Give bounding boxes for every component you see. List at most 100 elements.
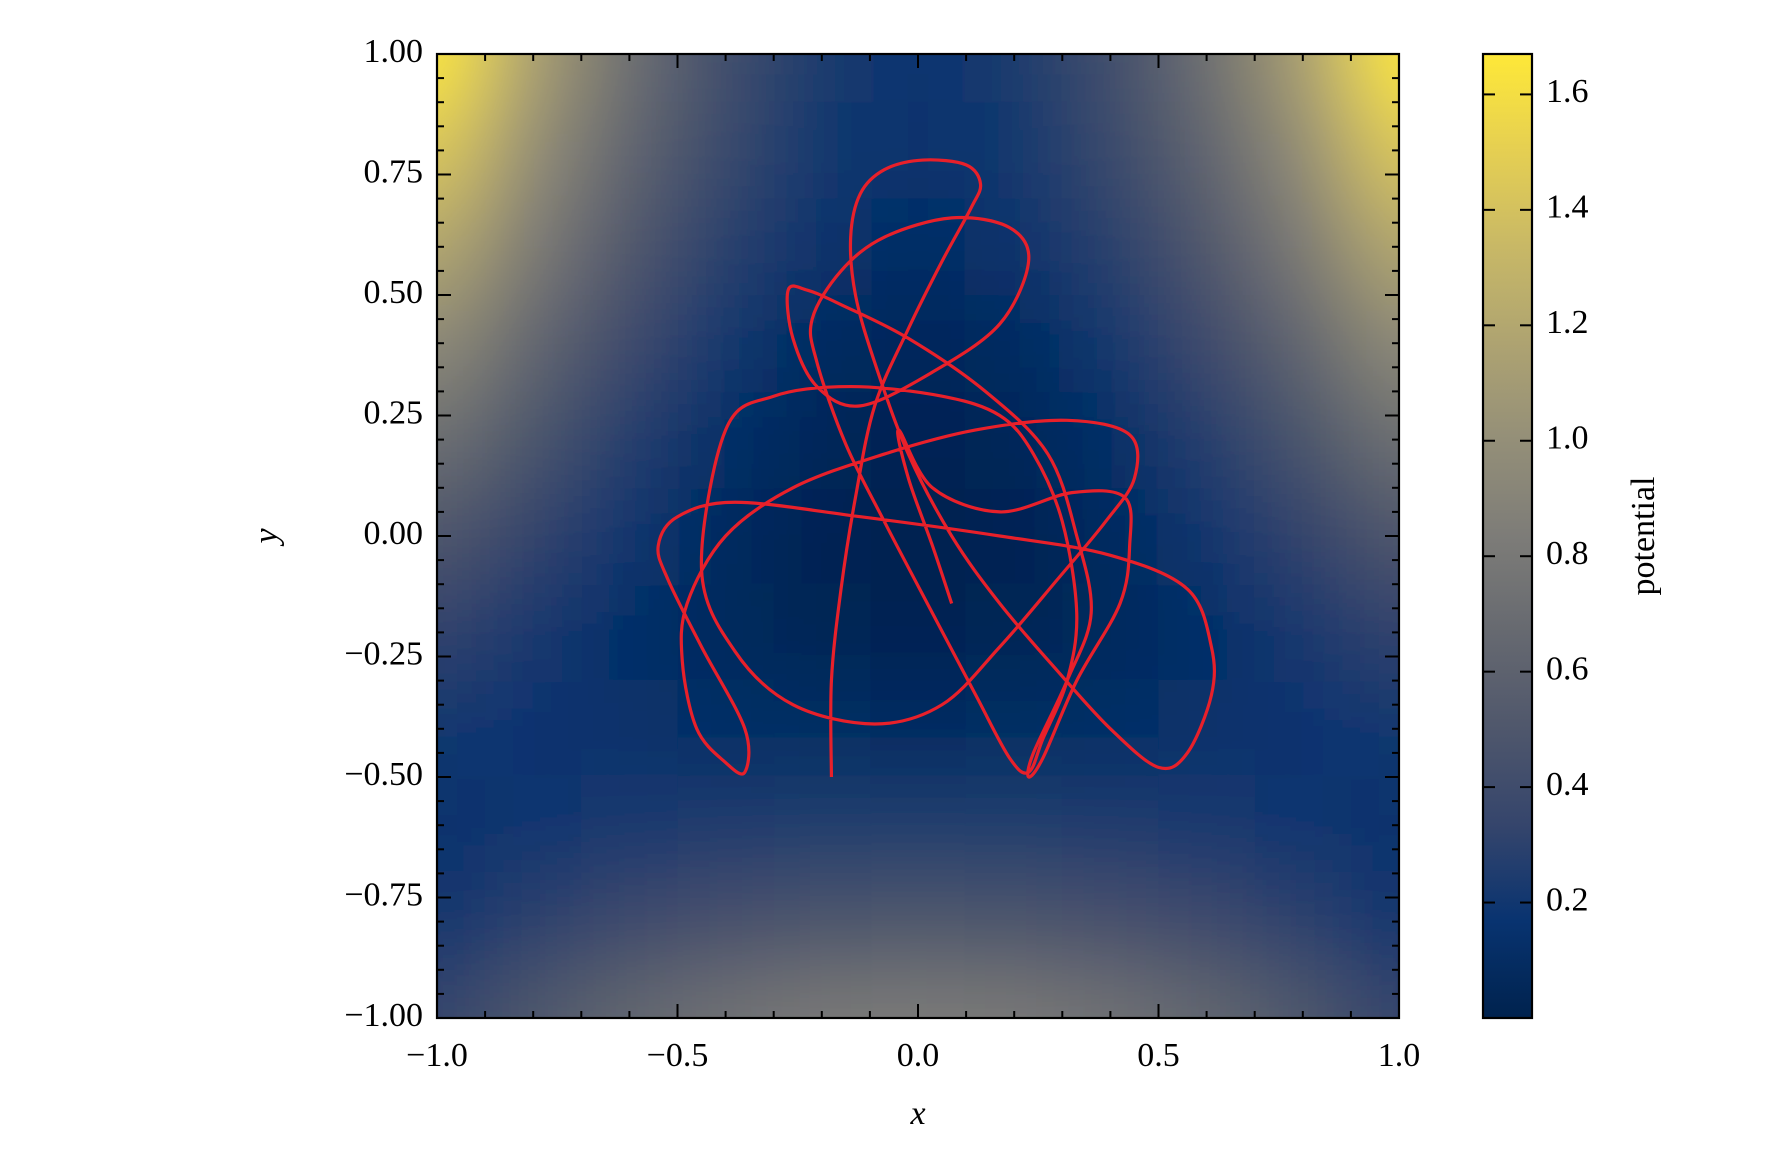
x-axis-label: x xyxy=(909,1095,925,1132)
heat-cell xyxy=(485,54,582,103)
heat-cell xyxy=(581,198,678,296)
heat-cell xyxy=(869,198,967,296)
y-axis-label: y xyxy=(248,528,285,547)
heat-cell xyxy=(1158,198,1256,296)
heat-cell xyxy=(581,391,678,489)
heat-cell xyxy=(1062,777,1159,874)
heat-cell xyxy=(869,873,967,971)
heat-cell xyxy=(773,584,871,682)
heat-cell xyxy=(677,391,775,489)
heat-cell xyxy=(869,680,967,778)
heat-cell xyxy=(485,198,582,296)
heat-cell xyxy=(677,584,775,682)
x-tick-label: 0.5 xyxy=(1137,1037,1180,1074)
heat-cell xyxy=(966,969,1063,1018)
heat-cell xyxy=(1350,295,1399,392)
heat-cell xyxy=(1158,295,1256,392)
heat-cell xyxy=(581,54,678,103)
x-tick-label: 1.0 xyxy=(1378,1037,1421,1074)
heat-cell xyxy=(581,102,678,200)
heat-cell xyxy=(1350,54,1399,103)
heat-cell xyxy=(485,102,582,200)
heat-cell xyxy=(677,969,775,1018)
heat-cell xyxy=(485,391,582,489)
heat-cell xyxy=(869,777,967,874)
heat-cell xyxy=(485,680,582,778)
colorbar-tick-label: 1.0 xyxy=(1546,420,1589,457)
heat-cell xyxy=(773,969,871,1018)
heatmap-cells xyxy=(437,54,1399,1018)
heat-cell xyxy=(581,680,678,778)
heat-cell xyxy=(1158,777,1256,874)
heat-cell xyxy=(1350,873,1399,971)
heat-cell xyxy=(1158,54,1256,103)
y-tick-label: −1.00 xyxy=(344,997,423,1034)
heat-cell xyxy=(1254,487,1352,585)
heat-cell xyxy=(1158,487,1256,585)
heat-cell xyxy=(966,873,1063,971)
colorbar-label: potential xyxy=(1625,477,1662,596)
heat-cell xyxy=(966,295,1063,392)
x-tick-label: 0.0 xyxy=(897,1037,940,1074)
heat-cell xyxy=(1158,102,1256,200)
heat-cell xyxy=(773,777,871,874)
heat-cell xyxy=(581,969,678,1018)
heat-cell xyxy=(1254,391,1352,489)
colorbar xyxy=(1481,52,1534,1020)
heat-cell xyxy=(966,777,1063,874)
heat-cell xyxy=(485,969,582,1018)
colorbar-tick-label: 0.6 xyxy=(1546,650,1589,687)
heat-cell xyxy=(1062,198,1159,296)
y-tick-label: 0.50 xyxy=(364,274,424,311)
heat-cell xyxy=(581,873,678,971)
y-tick-label: 1.00 xyxy=(364,33,424,70)
x-tick-label: −1.0 xyxy=(406,1037,468,1074)
heat-cell xyxy=(1254,680,1352,778)
heat-cell xyxy=(773,873,871,971)
trajectory xyxy=(656,158,1217,779)
x-tick-label: −0.5 xyxy=(647,1037,709,1074)
heat-cell xyxy=(485,487,582,585)
heat-cell xyxy=(437,680,486,778)
heat-cell xyxy=(1062,391,1159,489)
heat-cell xyxy=(1062,969,1159,1018)
heat-cell xyxy=(1350,102,1399,200)
heat-cell xyxy=(1062,584,1159,682)
heat-cell xyxy=(869,102,967,200)
heat-cell xyxy=(437,102,486,200)
y-tick-label: −0.75 xyxy=(344,876,423,913)
y-tick-label: 0.00 xyxy=(364,515,424,552)
heat-cell xyxy=(677,295,775,392)
heat-cell xyxy=(581,295,678,392)
trajectory-layer xyxy=(656,158,1217,779)
heat-cell xyxy=(1350,391,1399,489)
heat-cell xyxy=(485,777,582,874)
heat-cell xyxy=(677,198,775,296)
colorbar-tick-label: 0.4 xyxy=(1546,766,1589,803)
heat-cell xyxy=(485,873,582,971)
heat-cell xyxy=(437,54,486,103)
heat-cell xyxy=(437,584,486,682)
y-tick-label: −0.50 xyxy=(344,756,423,793)
heat-cell xyxy=(1254,295,1352,392)
heat-cell xyxy=(1158,873,1256,971)
heat-cell xyxy=(485,584,582,682)
heat-cell xyxy=(869,584,967,682)
heat-cell xyxy=(1350,584,1399,682)
heat-cell xyxy=(1350,969,1399,1018)
heat-cell xyxy=(773,54,871,103)
heat-cell xyxy=(966,198,1063,296)
heat-cell xyxy=(677,54,775,103)
heat-cell xyxy=(581,777,678,874)
heat-cell xyxy=(1254,54,1352,103)
colorbar-tick-label: 1.6 xyxy=(1546,73,1589,110)
heat-cell xyxy=(1062,873,1159,971)
heat-cell xyxy=(1158,391,1256,489)
y-tick-label: −0.25 xyxy=(344,635,423,672)
heat-cell xyxy=(1350,680,1399,778)
heat-cell xyxy=(677,102,775,200)
heat-cell xyxy=(1158,680,1256,778)
heat-cell xyxy=(1254,584,1352,682)
heat-cell xyxy=(773,102,871,200)
